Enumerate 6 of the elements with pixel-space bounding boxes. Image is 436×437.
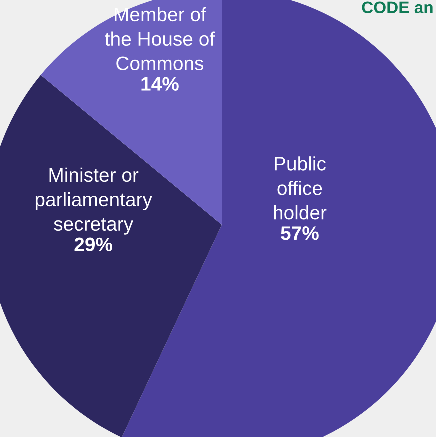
slice-label: Public office holder xyxy=(274,156,327,220)
data-label: 57% xyxy=(281,226,319,240)
text: CODE an xyxy=(362,2,433,14)
data-label: 14% xyxy=(142,77,179,91)
slice-label: Minister or parliamentary secretary xyxy=(36,168,152,235)
data-label: 29% xyxy=(74,238,113,252)
